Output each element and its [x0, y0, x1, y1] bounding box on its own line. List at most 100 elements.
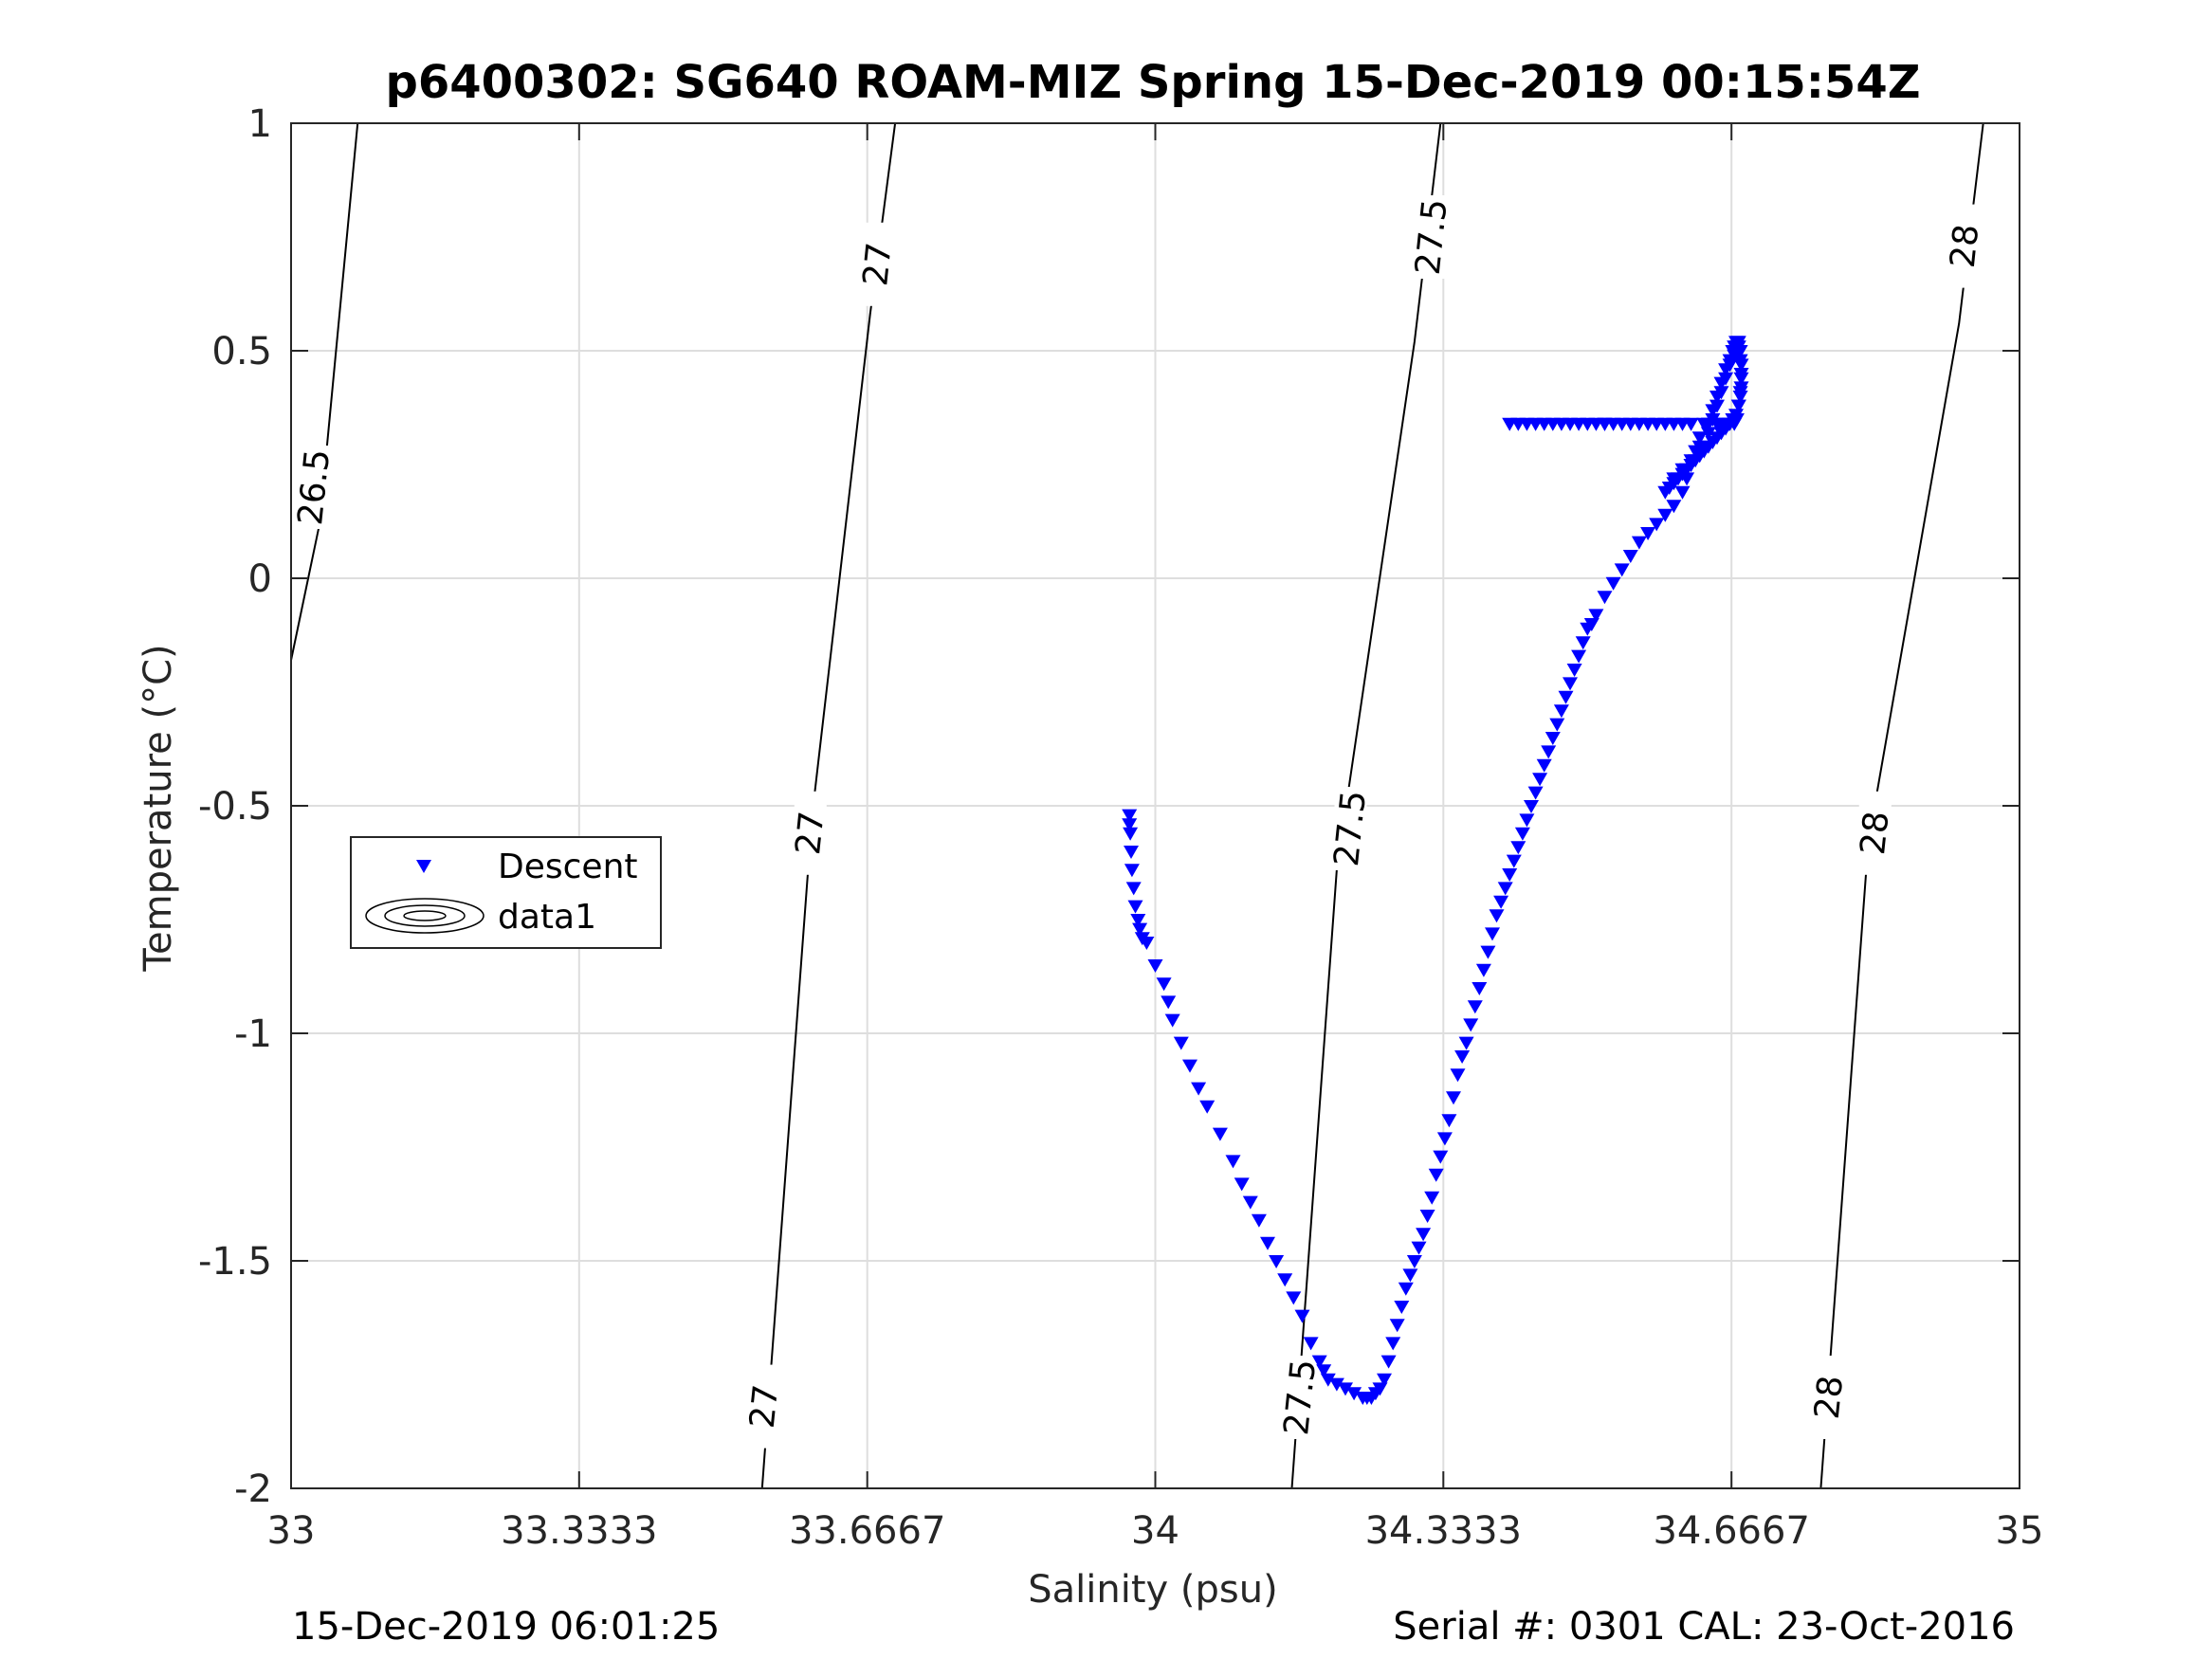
data-point — [1132, 922, 1148, 937]
contour-label: 27.5 — [1327, 789, 1374, 868]
data-point — [1320, 1373, 1336, 1387]
data-point — [1164, 1013, 1180, 1028]
data-point — [1713, 386, 1729, 400]
data-point — [1212, 1127, 1228, 1141]
legend-descent-marker — [416, 860, 431, 873]
data-point — [1122, 818, 1138, 832]
data-point — [1472, 982, 1488, 995]
x-tick-label: 33.6667 — [789, 1509, 945, 1553]
data-point — [1519, 813, 1535, 828]
y-tick-label: -2 — [234, 1468, 272, 1511]
y-tick-label: -1 — [234, 1012, 272, 1056]
data-point — [1411, 1241, 1427, 1255]
legend-descent-label: Descent — [498, 848, 638, 886]
data-point — [1389, 1319, 1405, 1333]
x-tick-label: 34 — [1131, 1509, 1179, 1553]
x-axis-label: Salinity (psu) — [1028, 1568, 1277, 1612]
contour-label-gap — [1858, 791, 1892, 875]
x-tick-label: 33 — [267, 1509, 316, 1553]
data-point — [1377, 1373, 1392, 1387]
data-point — [1406, 1255, 1422, 1268]
contour-label: 28 — [1808, 1374, 1852, 1421]
data-point — [1732, 386, 1748, 400]
data-point — [1225, 1155, 1241, 1169]
data-point — [1691, 431, 1708, 446]
footer-serial-cal: Serial #: 0301 CAL: 23-Oct-2016 — [1393, 1605, 2015, 1649]
data-point — [1139, 937, 1155, 950]
data-point — [1683, 454, 1699, 468]
contour-label-gap — [1334, 787, 1367, 870]
density-contours: 26.5 27 27 27 27.5 27.5 27.5 28 28 28 — [290, 122, 1986, 1489]
contour-label: 27.5 — [1277, 1358, 1324, 1437]
data-point — [1124, 846, 1139, 859]
data-point — [1277, 1273, 1293, 1287]
data-point — [1597, 591, 1613, 605]
descent-series — [1122, 336, 1749, 1405]
data-point — [1640, 527, 1656, 540]
data-point — [1514, 827, 1530, 841]
x-tick-label: 34.6667 — [1653, 1509, 1809, 1553]
data-point — [1446, 1091, 1461, 1105]
data-point — [1424, 1191, 1440, 1205]
data-point — [1709, 399, 1725, 413]
data-point — [1124, 864, 1140, 878]
data-point — [1532, 773, 1548, 787]
data-point — [1199, 1100, 1216, 1114]
data-point — [1502, 868, 1518, 882]
y-axis-label: Temperature (°C) — [137, 644, 180, 972]
data-point — [1428, 1168, 1444, 1182]
data-point — [1497, 882, 1513, 896]
legend-contour-icon — [365, 898, 484, 934]
data-point — [1125, 882, 1142, 896]
data-point — [1605, 576, 1621, 591]
data-point — [1130, 914, 1146, 927]
contour-label-gap — [1284, 1356, 1317, 1439]
contour-label-gap — [1416, 195, 1449, 279]
data-point — [1441, 1114, 1457, 1128]
contour-label-gap — [1813, 1356, 1846, 1439]
data-point — [1563, 677, 1578, 691]
data-point — [1571, 649, 1587, 664]
data-point — [1536, 758, 1552, 773]
data-point — [1583, 618, 1600, 631]
x-tick-label: 33.3333 — [501, 1509, 657, 1553]
data-point — [1506, 854, 1522, 868]
legend-box — [350, 836, 662, 949]
y-tick-label: 1 — [248, 102, 272, 146]
data-point — [1527, 786, 1544, 800]
data-point — [1303, 1337, 1319, 1351]
data-point — [1450, 1068, 1466, 1083]
data-point — [1191, 1082, 1207, 1096]
data-point — [1631, 536, 1647, 550]
data-point — [1480, 945, 1496, 959]
data-point — [1657, 485, 1673, 500]
data-point — [1489, 909, 1505, 923]
y-tick-label: 0.5 — [211, 330, 272, 374]
data-point — [1597, 417, 1613, 431]
data-point — [1475, 963, 1491, 977]
contour-label-gap — [1948, 204, 1982, 288]
data-point — [1485, 927, 1500, 941]
data-point — [1722, 358, 1738, 373]
data-point — [1463, 1018, 1479, 1032]
footer-timestamp: 15-Dec-2019 06:01:25 — [292, 1605, 721, 1649]
data-point — [1674, 463, 1691, 477]
contour-label: 28 — [1854, 810, 1897, 857]
data-point — [1700, 427, 1716, 441]
data-point — [1234, 1177, 1250, 1192]
data-point — [1398, 1282, 1414, 1296]
data-point — [1657, 508, 1673, 522]
x-tick-label: 34.3333 — [1365, 1509, 1522, 1553]
data-point — [1147, 959, 1163, 973]
data-point — [1311, 1355, 1327, 1369]
contour-label: 27 — [856, 241, 900, 288]
data-point — [1541, 745, 1557, 759]
data-point — [1510, 841, 1526, 855]
data-point — [1380, 1355, 1397, 1369]
data-point — [1173, 1036, 1189, 1050]
data-point — [1122, 809, 1138, 823]
data-point — [1454, 1050, 1471, 1064]
data-point — [1674, 485, 1691, 500]
legend-data1-label: data1 — [498, 898, 596, 937]
y-tick-label: 0 — [248, 557, 272, 601]
